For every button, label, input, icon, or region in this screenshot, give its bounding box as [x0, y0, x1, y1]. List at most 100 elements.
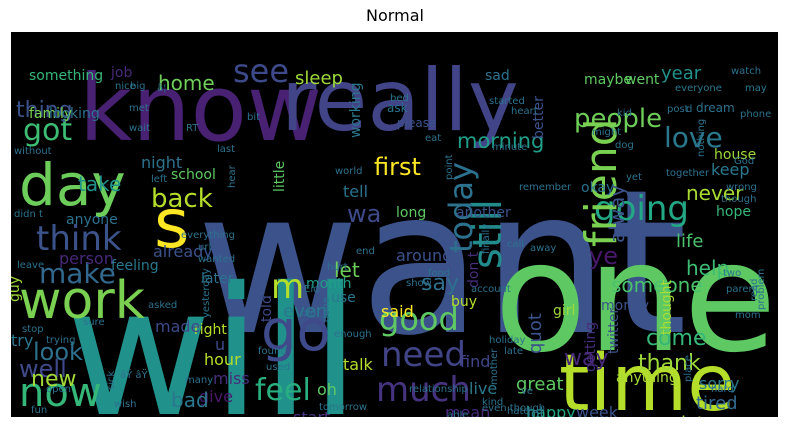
- cloud-word: today: [442, 162, 480, 253]
- cloud-word: need: [381, 335, 466, 375]
- cloud-word: think: [36, 219, 122, 259]
- cloud-word: sad: [485, 68, 510, 84]
- cloud-word: time: [559, 339, 735, 417]
- cloud-word: finally: [481, 224, 492, 254]
- cloud-word: miss: [213, 369, 250, 388]
- cloud-word: day: [19, 151, 126, 219]
- cloud-word: sure: [83, 317, 105, 328]
- cloud-word: world: [335, 166, 363, 177]
- cloud-word: see: [233, 52, 289, 90]
- cloud-word: come: [646, 326, 707, 351]
- cloud-word: please: [397, 116, 436, 130]
- cloud-word: heart: [511, 106, 538, 117]
- cloud-word: enough: [334, 329, 372, 340]
- figure-title: Normal: [366, 6, 424, 25]
- cloud-word: holiday: [489, 335, 525, 346]
- cloud-word: anyone: [66, 212, 118, 228]
- cloud-word: good: [379, 300, 459, 338]
- cloud-word: mother: [489, 348, 500, 385]
- cloud-word: together: [666, 168, 710, 179]
- cloud-word: don t: [466, 251, 482, 288]
- cloud-word: help: [686, 256, 729, 280]
- cloud-word: mean: [445, 403, 490, 417]
- cloud-word: wa: [347, 200, 381, 228]
- cloud-word: try: [11, 331, 33, 350]
- cloud-word: hope: [716, 204, 751, 220]
- cloud-word: feel: [255, 373, 311, 408]
- cloud-word: sick: [106, 371, 117, 390]
- cloud-word: watch: [731, 66, 761, 77]
- cloud-word: feeling: [111, 258, 159, 274]
- cloud-word: going: [594, 189, 689, 229]
- cloud-word: find: [460, 352, 490, 371]
- cloud-word: let: [334, 258, 360, 282]
- cloud-word: hurt: [327, 262, 348, 273]
- cloud-word: already: [153, 242, 213, 261]
- cloud-word: night: [141, 153, 182, 172]
- cloud-word: look: [33, 338, 83, 366]
- cloud-word: post: [667, 104, 689, 115]
- cloud-word: tell: [343, 182, 368, 201]
- cloud-word: went: [625, 72, 660, 88]
- cloud-word: RT: [186, 123, 199, 134]
- cloud-word: God: [734, 156, 754, 167]
- cloud-word: thing: [16, 98, 73, 123]
- cloud-word: working: [348, 82, 364, 138]
- cloud-word: school: [171, 167, 216, 183]
- cloud-word: maybe: [584, 72, 632, 88]
- cloud-word: well: [19, 355, 67, 383]
- cloud-word: didn t: [14, 209, 43, 220]
- cloud-word: month: [306, 276, 351, 292]
- cloud-word: house: [714, 147, 756, 163]
- cloud-word: know: [79, 55, 322, 162]
- cloud-word: twitter: [606, 308, 622, 354]
- cloud-word: back: [151, 184, 213, 214]
- cloud-word: able: [447, 410, 468, 417]
- cloud-word: done: [321, 297, 332, 322]
- cloud-word: still: [465, 199, 511, 269]
- cloud-word: guy: [11, 276, 23, 302]
- cloud-word: yet: [626, 172, 642, 183]
- cloud-word: work: [19, 271, 145, 331]
- cloud-word: will: [66, 249, 360, 417]
- cloud-word: little: [272, 161, 288, 192]
- cloud-word: âŸ âŸ: [120, 368, 149, 381]
- cloud-word: never: [686, 181, 744, 205]
- cloud-word: minute: [492, 142, 527, 153]
- cloud-word: way: [564, 346, 609, 371]
- cloud-word: eat: [425, 133, 441, 144]
- cloud-word: great: [516, 374, 564, 395]
- cloud-word: found: [258, 346, 287, 357]
- cloud-word: parent: [726, 284, 759, 295]
- cloud-word: lol: [527, 406, 543, 417]
- cloud-word: use: [331, 290, 356, 306]
- cloud-word: ve: [521, 386, 533, 397]
- cloud-word: leave: [17, 260, 44, 271]
- cloud-word: ask: [387, 101, 408, 115]
- cloud-background: [11, 32, 778, 417]
- cloud-word: ye: [589, 242, 618, 270]
- cloud-word: everything: [181, 230, 235, 241]
- cloud-word: say: [421, 271, 459, 296]
- cloud-word: bit: [247, 112, 260, 123]
- cloud-word: yesterday: [201, 268, 212, 318]
- cloud-word: dog: [615, 140, 634, 151]
- cloud-word: morning: [457, 129, 544, 153]
- cloud-word: lot: [681, 413, 704, 417]
- cloud-word: friend: [576, 118, 627, 247]
- cloud-word: week: [576, 403, 619, 417]
- cloud-word: u: [215, 335, 225, 354]
- cloud-word: relationship: [409, 384, 468, 395]
- cloud-word: two: [723, 268, 741, 279]
- cloud-word: might: [592, 127, 621, 138]
- cloud-word: even though: [482, 403, 545, 414]
- cloud-word: even: [283, 301, 327, 322]
- cloud-word: love: [664, 121, 723, 154]
- cloud-word: something: [29, 68, 103, 84]
- cloud-word: take: [78, 172, 121, 196]
- cloud-word: made: [155, 317, 200, 336]
- cloud-word: phone: [740, 109, 771, 120]
- cloud-word: life: [676, 231, 703, 252]
- cloud-word: url: [198, 242, 211, 253]
